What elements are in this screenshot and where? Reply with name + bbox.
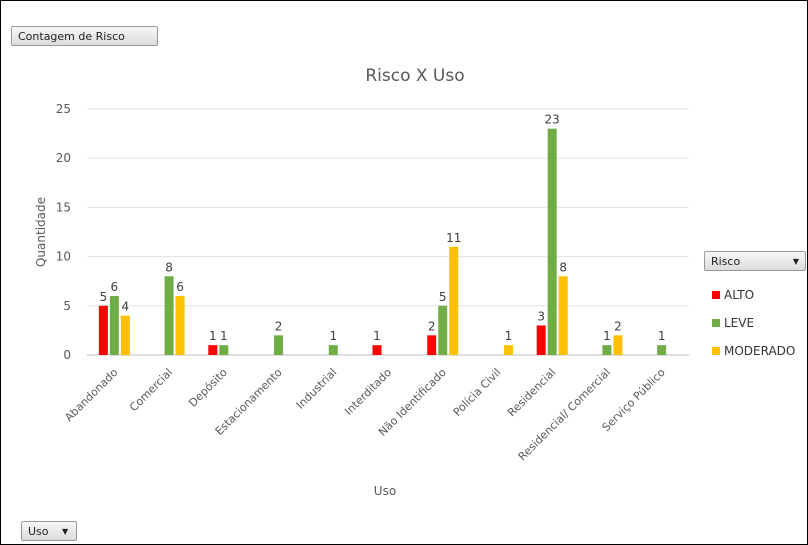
bar-moderado: [175, 295, 185, 355]
data-label: 23: [545, 113, 560, 127]
legend-label: ALTO: [724, 288, 755, 302]
legend-item: LEVE: [712, 309, 795, 337]
bar-leve: [602, 345, 612, 355]
value-field-label: Contagem de Risco: [18, 30, 125, 43]
bar-moderado: [449, 246, 459, 355]
chart-legend: ALTO LEVE MODERADO: [712, 281, 795, 365]
chart-title: Risco X Uso: [365, 66, 464, 86]
data-label: 2: [614, 319, 622, 333]
data-label: 5: [439, 290, 447, 304]
axis-field-button[interactable]: Uso ▼: [21, 521, 77, 541]
bar-moderado: [503, 345, 513, 355]
data-label: 1: [505, 329, 513, 343]
legend-item: MODERADO: [712, 337, 795, 365]
bar-leve: [164, 276, 174, 355]
data-label: 1: [329, 329, 337, 343]
legend-label: LEVE: [724, 316, 755, 330]
bar-alto: [536, 325, 546, 355]
value-field-button[interactable]: Contagem de Risco: [11, 26, 158, 46]
x-tick-label: Depósito: [186, 366, 230, 410]
data-label: 5: [100, 290, 108, 304]
y-tick-label: 15: [56, 200, 71, 214]
bar-moderado: [558, 276, 568, 355]
x-tick-label: Polícia Civil: [451, 366, 504, 419]
legend-item: ALTO: [712, 281, 795, 309]
x-tick-label: Industrial: [294, 366, 340, 412]
bar-alto: [98, 305, 108, 355]
bar-moderado: [120, 315, 130, 355]
data-label: 8: [165, 260, 173, 274]
y-tick-label: 10: [56, 250, 71, 264]
y-tick-label: 0: [63, 348, 71, 362]
bar-leve: [547, 128, 557, 355]
x-tick-label: Residencial: [505, 366, 558, 419]
bar-leve: [274, 335, 284, 355]
x-tick-label: Interditado: [342, 366, 394, 418]
data-label: 4: [122, 300, 130, 314]
bar-alto: [208, 345, 218, 355]
bar-leve: [328, 345, 338, 355]
legend-swatch: [712, 347, 720, 355]
legend-field-label: Risco: [711, 255, 741, 268]
axis-field-label: Uso: [28, 525, 49, 538]
bar-leve: [657, 345, 667, 355]
y-tick-label: 25: [56, 102, 71, 116]
data-label: 3: [537, 309, 545, 323]
y-axis-label: Quantidade: [34, 197, 48, 267]
x-tick-label: Residencial/ Comercial: [516, 366, 613, 463]
x-axis-label: Uso: [374, 484, 396, 498]
legend-field-button[interactable]: Risco ▼: [704, 251, 806, 271]
bar-moderado: [613, 335, 623, 355]
chevron-down-icon: ▼: [62, 527, 69, 536]
data-label: 2: [428, 319, 436, 333]
legend-swatch: [712, 291, 720, 299]
chevron-down-icon: ▼: [792, 257, 799, 266]
y-tick-label: 20: [56, 151, 71, 165]
data-label: 2: [275, 319, 283, 333]
bar-leve: [109, 295, 119, 355]
legend-swatch: [712, 319, 720, 327]
x-tick-label: Comercial: [127, 366, 175, 414]
data-label: 1: [658, 329, 666, 343]
data-label: 1: [373, 329, 381, 343]
x-tick-label: Abandonado: [62, 366, 120, 424]
bar-leve: [438, 305, 448, 355]
data-label: 8: [559, 260, 567, 274]
data-label: 6: [176, 280, 184, 294]
legend-label: MODERADO: [724, 344, 796, 358]
data-label: 6: [111, 280, 119, 294]
data-label: 1: [220, 329, 228, 343]
data-label: 11: [446, 231, 461, 245]
bar-leve: [219, 345, 229, 355]
bar-alto: [427, 335, 437, 355]
data-label: 1: [603, 329, 611, 343]
data-label: 1: [209, 329, 217, 343]
bar-alto: [372, 345, 382, 355]
y-tick-label: 5: [63, 299, 71, 313]
